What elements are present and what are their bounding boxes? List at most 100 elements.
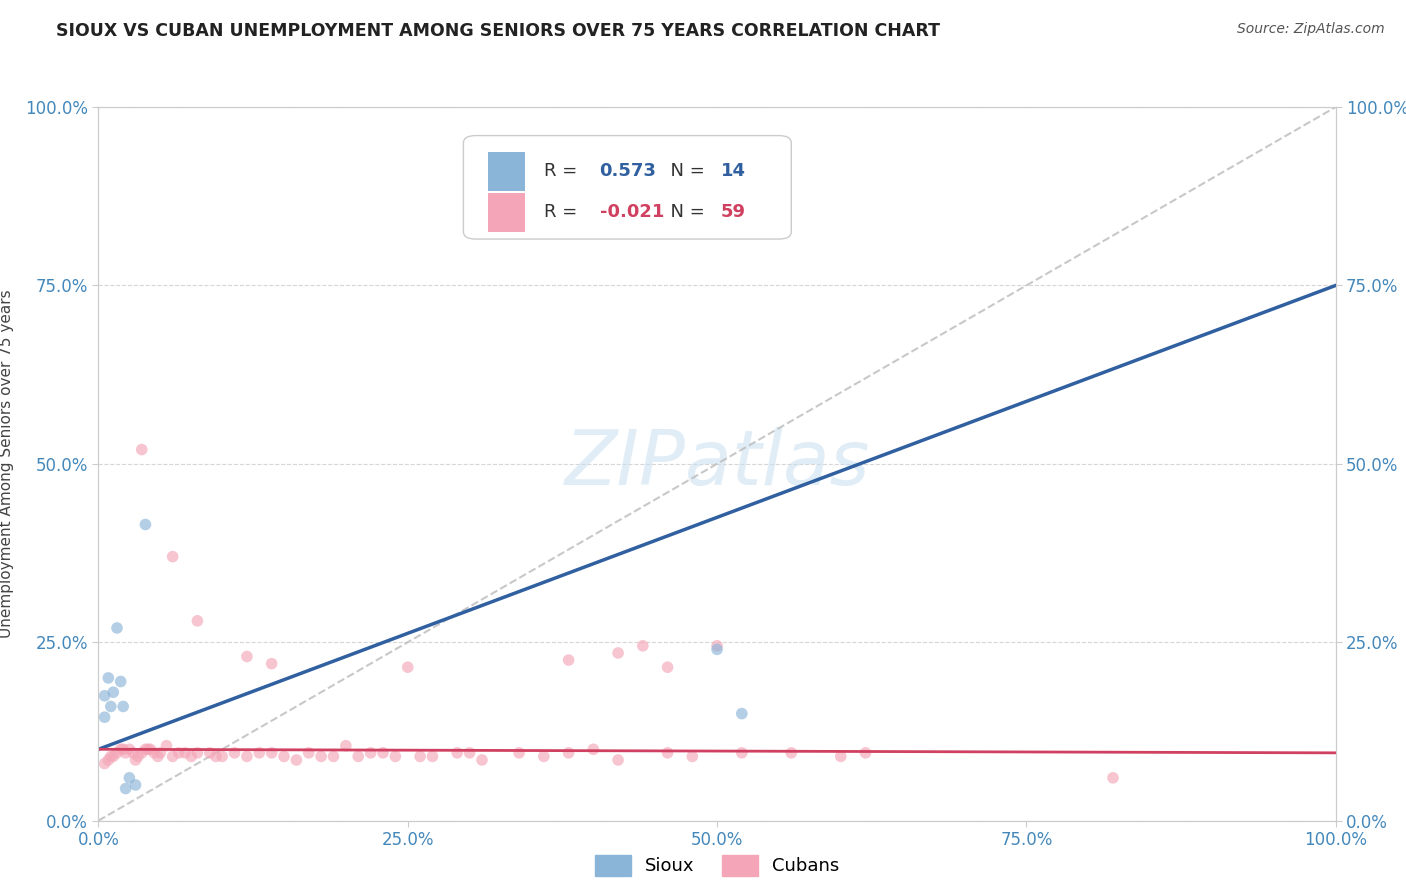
- Point: [396, 660, 419, 674]
- Point: [146, 749, 169, 764]
- Point: [114, 781, 136, 796]
- Point: [631, 639, 654, 653]
- Point: [285, 753, 308, 767]
- Point: [347, 749, 370, 764]
- Point: [100, 749, 122, 764]
- Point: [706, 642, 728, 657]
- Point: [112, 742, 135, 756]
- Point: [110, 742, 132, 756]
- Point: [508, 746, 530, 760]
- Point: [136, 742, 159, 756]
- Point: [105, 621, 128, 635]
- Point: [124, 753, 146, 767]
- Point: [260, 657, 283, 671]
- Point: [681, 749, 703, 764]
- Point: [607, 646, 630, 660]
- Point: [186, 746, 208, 760]
- Point: [93, 689, 115, 703]
- Point: [706, 639, 728, 653]
- Point: [97, 753, 120, 767]
- Point: [174, 746, 197, 760]
- Point: [309, 749, 332, 764]
- Point: [236, 649, 259, 664]
- Point: [155, 739, 177, 753]
- Text: -0.021: -0.021: [599, 203, 664, 221]
- Point: [186, 614, 208, 628]
- Text: R =: R =: [544, 162, 583, 180]
- Point: [105, 746, 128, 760]
- Text: Source: ZipAtlas.com: Source: ZipAtlas.com: [1237, 22, 1385, 37]
- Point: [458, 746, 481, 760]
- Point: [122, 746, 145, 760]
- Legend: Sioux, Cubans: Sioux, Cubans: [588, 847, 846, 883]
- Point: [422, 749, 444, 764]
- Point: [780, 746, 803, 760]
- Y-axis label: Unemployment Among Seniors over 75 years: Unemployment Among Seniors over 75 years: [0, 290, 14, 638]
- Point: [360, 746, 382, 760]
- Point: [97, 671, 120, 685]
- Point: [162, 549, 184, 564]
- Point: [1102, 771, 1125, 785]
- Bar: [488, 193, 526, 232]
- Point: [131, 442, 153, 457]
- Point: [110, 674, 132, 689]
- Point: [162, 749, 184, 764]
- Point: [143, 746, 166, 760]
- Point: [371, 746, 394, 760]
- Point: [198, 746, 221, 760]
- Point: [557, 653, 579, 667]
- Point: [224, 746, 246, 760]
- Point: [335, 739, 357, 753]
- Point: [273, 749, 295, 764]
- Point: [112, 699, 135, 714]
- Point: [131, 746, 153, 760]
- Point: [167, 746, 190, 760]
- FancyBboxPatch shape: [464, 136, 792, 239]
- Point: [322, 749, 344, 764]
- Point: [149, 746, 172, 760]
- Point: [830, 749, 852, 764]
- Point: [124, 778, 146, 792]
- Point: [134, 517, 156, 532]
- Point: [205, 749, 228, 764]
- Point: [180, 749, 202, 764]
- Text: 59: 59: [721, 203, 745, 221]
- Point: [103, 749, 125, 764]
- Text: 0.573: 0.573: [599, 162, 657, 180]
- Text: N =: N =: [659, 203, 710, 221]
- Point: [236, 749, 259, 764]
- Point: [298, 746, 321, 760]
- Point: [134, 742, 156, 756]
- Point: [471, 753, 494, 767]
- Point: [446, 746, 468, 760]
- Point: [855, 746, 877, 760]
- Point: [260, 746, 283, 760]
- Point: [93, 756, 115, 771]
- Point: [118, 742, 141, 756]
- Point: [731, 746, 754, 760]
- Point: [93, 710, 115, 724]
- Point: [557, 746, 579, 760]
- Point: [657, 660, 679, 674]
- Text: R =: R =: [544, 203, 583, 221]
- Point: [533, 749, 555, 764]
- Point: [384, 749, 406, 764]
- Point: [409, 749, 432, 764]
- Point: [247, 746, 270, 760]
- Text: SIOUX VS CUBAN UNEMPLOYMENT AMONG SENIORS OVER 75 YEARS CORRELATION CHART: SIOUX VS CUBAN UNEMPLOYMENT AMONG SENIOR…: [56, 22, 941, 40]
- Text: N =: N =: [659, 162, 710, 180]
- Point: [139, 742, 162, 756]
- Point: [657, 746, 679, 760]
- Point: [118, 771, 141, 785]
- Point: [211, 749, 233, 764]
- Text: 14: 14: [721, 162, 745, 180]
- Text: ZIPatlas: ZIPatlas: [564, 427, 870, 500]
- Point: [103, 685, 125, 699]
- Point: [127, 749, 149, 764]
- Point: [607, 753, 630, 767]
- Point: [100, 699, 122, 714]
- Point: [582, 742, 605, 756]
- Point: [114, 746, 136, 760]
- Bar: [488, 152, 526, 191]
- Point: [731, 706, 754, 721]
